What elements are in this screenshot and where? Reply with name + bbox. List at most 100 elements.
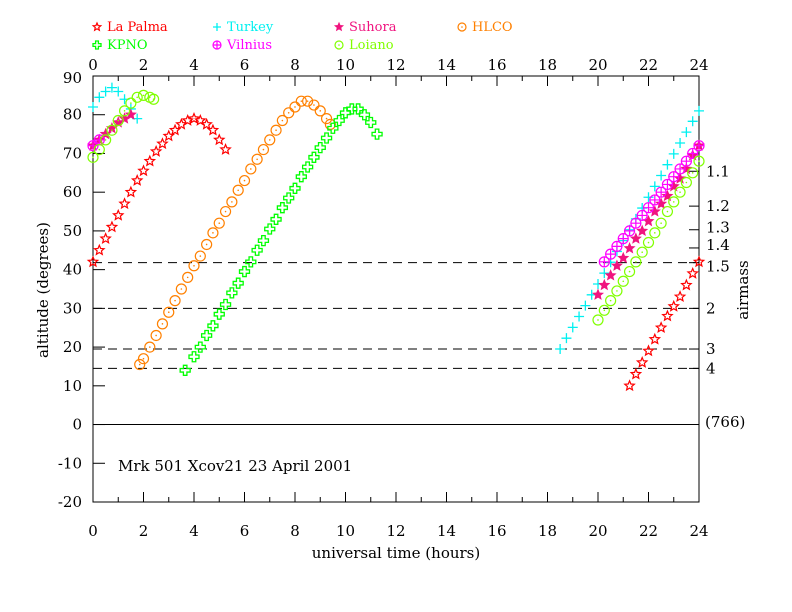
data-point [694,105,704,116]
open-star-icon [105,220,119,233]
center-dot [92,156,94,159]
center-dot [679,191,681,193]
center-dot [597,319,599,321]
data-point [124,185,138,198]
data-point [661,205,674,218]
data-point [124,108,137,120]
x-axis-label: universal time (hours) [312,544,480,562]
data-point [113,86,124,97]
data-point [289,182,301,194]
legend-label: Loiano [349,38,394,53]
data-point [567,322,578,333]
x-tick-label: 12 [386,522,405,540]
circle-dot-icon [598,304,610,316]
open-star-icon [673,290,687,303]
data-point [276,114,288,127]
data-point [649,227,661,239]
center-dot [161,323,164,325]
data-point [100,134,112,146]
data-point [93,134,105,146]
data-point [358,109,371,121]
circle-dot-icon [592,314,604,326]
open-cross-icon [308,151,320,163]
data-point [213,217,225,229]
open-cross-icon [257,234,270,247]
data-point [86,255,100,268]
x-tick-label: 8 [290,522,300,540]
y-tick-label: 30 [63,299,82,317]
data-point [245,163,257,175]
data-point [655,186,667,198]
circle-dot-icon [150,329,162,342]
circle-dot-icon [264,134,276,146]
data-point [188,260,200,272]
circle-dot-icon [457,22,467,32]
data-point [687,147,699,160]
x-tick-label: 16 [487,522,506,540]
data-point [187,112,201,124]
data-point [623,242,636,254]
circle-dot-icon [289,101,301,113]
data-point [251,153,263,165]
data-point [662,159,673,170]
data-point [327,122,339,134]
plus-icon [668,148,679,159]
open-cross-icon [245,256,257,268]
data-point [200,329,213,342]
data-point [295,95,307,107]
center-dot [199,255,202,257]
circle-dot-icon [148,93,160,105]
data-point [207,320,219,332]
circle-plus-cross [687,148,698,159]
data-point [213,133,226,146]
center-dot [685,181,688,184]
data-point [264,134,276,146]
open-star-icon [130,173,144,186]
center-dot [461,26,463,28]
circle-dot-icon [308,99,320,111]
data-point [302,95,314,107]
x-tick-label-top: 14 [437,56,456,74]
x-tick-label: 10 [336,522,355,540]
data-point [610,259,623,271]
data-point [99,232,112,244]
data-point [150,329,162,342]
circle-dot-icon [680,176,692,189]
legend-marker [91,21,103,32]
data-point [207,227,219,239]
circle-dot-icon [605,295,617,307]
open-cross-icon [276,202,289,214]
data-point [251,244,263,256]
data-point [656,170,667,181]
filled-star-icon [623,242,636,254]
open-cross-icon [270,213,282,225]
open-star-icon [654,321,668,334]
circle-dot-icon [655,217,667,229]
circle-plus-cross [630,218,641,229]
data-point [655,217,667,229]
center-dot [281,119,284,122]
circle-dot-icon [125,97,137,109]
legend-marker [457,22,467,32]
circle-dot-icon [106,124,118,136]
data-point [655,197,668,209]
plus-icon [567,322,578,333]
data-point [308,99,320,111]
y-tick-label: 0 [72,416,82,434]
data-point [630,217,642,229]
annotation: Mrk 501 Xcov21 23 April 2001 [118,457,352,475]
data-point [219,143,232,155]
data-point [156,318,169,330]
center-dot [628,270,631,273]
circle-plus-cross [213,41,221,49]
center-dot [180,288,183,290]
circle-dot-icon [175,283,187,295]
circle-dot-icon [93,143,105,156]
data-point [635,356,649,368]
y-tick-label: 10 [63,377,82,395]
center-dot [698,160,700,162]
data-point [629,367,643,380]
y-tick-label: 60 [63,183,82,201]
center-dot [647,241,650,244]
circle-plus-cross [662,179,673,190]
